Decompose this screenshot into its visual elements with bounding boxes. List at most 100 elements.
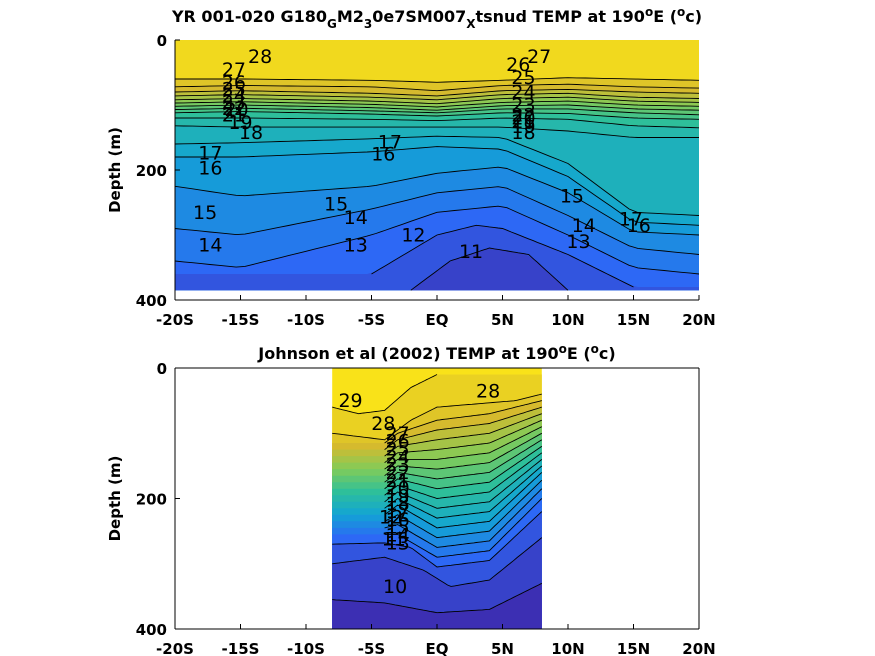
contour-18 (384, 459, 542, 509)
x-tick-label: -20S (156, 640, 194, 656)
x-tick-label: -5S (358, 311, 385, 329)
contour-21 (384, 439, 542, 483)
contour-26 (175, 88, 699, 97)
contour-label: 20 (224, 99, 248, 121)
contour-label: 22 (386, 462, 410, 484)
contour-label: 27 (386, 423, 410, 445)
contour-label: 29 (338, 390, 362, 412)
contour-label: 23 (511, 95, 535, 117)
contour-19 (175, 117, 699, 129)
contour-12 (371, 224, 634, 288)
contour-26 (384, 406, 542, 450)
x-tick-label: -20S (156, 311, 194, 329)
x-tick-label: -10S (287, 311, 325, 329)
contour-25 (384, 413, 542, 457)
contour-label: 24 (511, 82, 535, 104)
panel-model: 2827262524232221201918171615141716151413… (106, 32, 716, 329)
x-tick-label: 15N (617, 640, 650, 656)
x-tick-label: 20N (682, 640, 715, 656)
contour-19 (384, 452, 542, 499)
contour-27 (175, 83, 699, 92)
contour-label: 12 (401, 225, 425, 247)
contour-21 (175, 107, 699, 116)
x-tick-label: -10S (287, 640, 325, 656)
contour-label: 25 (386, 438, 410, 460)
contour-label: 16 (627, 215, 651, 237)
y-tick-label: 0 (157, 360, 167, 378)
contour-label: 25 (222, 78, 246, 100)
contour-17 (175, 135, 699, 216)
contour-16 (175, 146, 699, 226)
contour-16 (384, 472, 542, 529)
y-tick-label: 0 (157, 32, 167, 50)
contour-label: 18 (511, 122, 535, 144)
x-tick-label: -15S (222, 311, 260, 329)
contour-label: 17 (378, 132, 402, 154)
contour-10 (332, 582, 542, 614)
contour-13 (175, 205, 699, 275)
panel2-title: Johnson et al (2002) TEMP at 190oE (oc) (257, 342, 615, 363)
contour-label: 25 (511, 67, 535, 89)
contour-label: 14 (198, 234, 222, 256)
contour-label: 20 (511, 108, 535, 130)
y-tick-label: 200 (136, 491, 167, 509)
contour-label: 11 (459, 241, 483, 263)
contour-label: 21 (222, 104, 246, 126)
y-axis-label: Depth (m) (106, 127, 124, 213)
x-tick-label: 5N (491, 311, 514, 329)
field-band (175, 248, 699, 291)
contour-27 (384, 400, 542, 444)
contour-23 (384, 426, 542, 470)
contour-label: 26 (222, 72, 246, 94)
y-axis-label: Depth (m) (106, 456, 124, 542)
contour-14 (175, 186, 699, 255)
contour-11 (410, 247, 569, 291)
contour-23 (175, 100, 699, 108)
contour-label: 22 (222, 98, 246, 120)
contour-label: 28 (371, 413, 395, 435)
contour-label: 16 (386, 509, 410, 531)
contour-label: 11 (382, 528, 406, 550)
contour-label: 18 (239, 122, 263, 144)
contour-label: 27 (222, 59, 246, 81)
x-tick-label: 15N (617, 311, 650, 329)
contour-24 (175, 96, 699, 105)
contour-label: 26 (506, 54, 530, 76)
contour-label: 22 (511, 104, 535, 126)
contour-label: 12 (379, 506, 403, 528)
x-tick-label: -5S (358, 640, 385, 656)
contour-22 (175, 104, 699, 111)
contour-label: 24 (386, 446, 410, 468)
contour-lines (332, 374, 542, 614)
field-band (175, 225, 699, 291)
contour-20 (175, 111, 699, 120)
contour-label: 13 (566, 231, 590, 253)
contour-12 (332, 511, 542, 568)
y-tick-label: 400 (136, 292, 167, 310)
contour-14 (384, 488, 542, 548)
contour-22 (384, 432, 542, 477)
temperature-field (332, 368, 542, 629)
contour-label: 23 (386, 454, 410, 476)
contour-label: 15 (324, 193, 348, 215)
y-tick-label: 200 (136, 162, 167, 180)
x-tick-label: 5N (491, 640, 514, 656)
contour-label: 18 (386, 493, 410, 515)
temperature-field (175, 40, 699, 291)
x-tick-label: EQ (426, 311, 449, 329)
contour-24 (384, 419, 542, 463)
contour-label: 13 (386, 532, 410, 554)
contour-label: 17 (386, 501, 410, 523)
panel-johnson: 2928282726252423222120191817161514131211… (106, 360, 716, 656)
contour-15 (384, 479, 542, 539)
contour-label: 16 (198, 158, 222, 180)
contour-29 (332, 374, 438, 415)
contour-label: 14 (572, 215, 596, 237)
contour-20 (384, 445, 542, 490)
contour-label: 27 (527, 46, 551, 68)
contour-label: 14 (344, 207, 368, 229)
contour-11 (332, 537, 542, 587)
x-tick-label: EQ (426, 640, 449, 656)
contour-label: 10 (383, 576, 407, 598)
